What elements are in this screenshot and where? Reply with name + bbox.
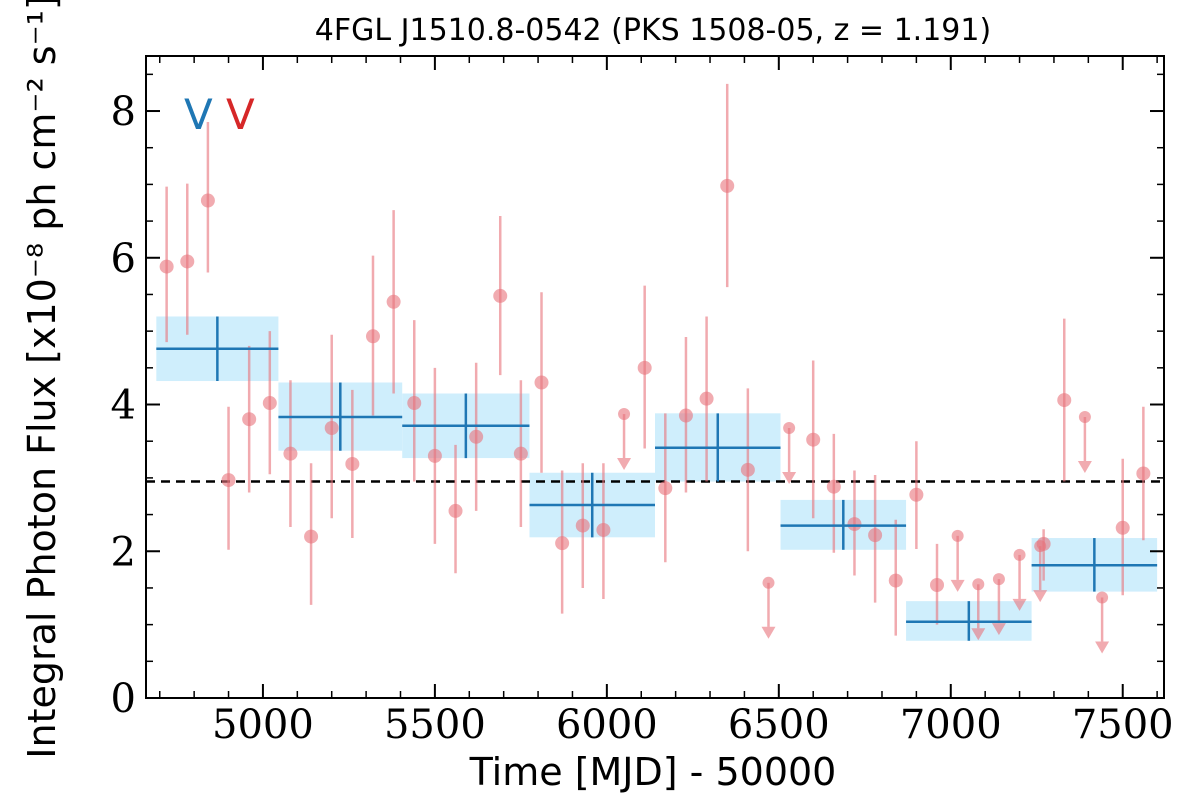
x-tick-label-5: 7500 <box>1072 702 1174 748</box>
upper-limit-point-7 <box>1034 540 1047 553</box>
upper-limit-arrow-6 <box>1012 598 1027 611</box>
upper-limit-point-5 <box>992 573 1005 586</box>
y-tick-label-1: 2 <box>111 529 136 575</box>
fine-point-11 <box>386 294 401 309</box>
upper-limit-arrow-0 <box>617 458 632 471</box>
fine-point-15 <box>469 429 484 444</box>
fine-point-24 <box>678 408 693 423</box>
x-tick-label-1: 5500 <box>384 702 486 748</box>
x-tick-label-3: 6500 <box>728 702 830 748</box>
upper-limit-arrow-5 <box>991 623 1006 636</box>
upper-limit-point-2 <box>783 421 796 434</box>
y-tick-label-2: 4 <box>111 383 136 429</box>
fine-point-1 <box>180 254 195 269</box>
fine-point-36 <box>1057 393 1072 408</box>
upper-limit-point-3 <box>951 529 964 542</box>
upper-limit-arrow-9 <box>1095 641 1110 654</box>
fine-point-28 <box>806 432 821 447</box>
fine-point-9 <box>345 456 360 471</box>
fine-point-17 <box>513 446 528 461</box>
fine-point-0 <box>159 259 174 274</box>
legend-marker-blue: V <box>184 90 213 139</box>
fine-point-20 <box>575 518 590 533</box>
upper-limit-point-1 <box>762 576 775 589</box>
fine-point-14 <box>448 503 463 518</box>
upper-limit-point-8 <box>1078 410 1091 423</box>
fine-point-7 <box>304 529 319 544</box>
fine-point-6 <box>283 446 298 461</box>
fine-point-23 <box>637 360 652 375</box>
fine-point-31 <box>868 528 883 543</box>
fine-point-21 <box>596 522 611 537</box>
upper-limit-arrow-8 <box>1077 460 1092 473</box>
fine-point-34 <box>930 578 945 593</box>
upper-limit-point-9 <box>1096 591 1109 604</box>
fine-point-8 <box>324 420 339 435</box>
x-axis-title: Time [MJD] - 50000 <box>469 750 837 794</box>
upper-limit-point-0 <box>618 408 631 421</box>
y-tick-label-0: 0 <box>111 676 136 722</box>
fine-point-2 <box>200 193 215 208</box>
fine-point-19 <box>555 536 570 551</box>
fine-point-30 <box>847 517 862 532</box>
x-tick-label-2: 6000 <box>556 702 658 748</box>
fine-point-26 <box>720 178 735 193</box>
upper-limit-arrow-7 <box>1033 590 1048 603</box>
fine-point-33 <box>909 487 924 502</box>
axis-ticks: 5000 5500 6000 6500 7000 7500 0 2 4 6 8 <box>111 56 1174 748</box>
y-tick-label-4: 8 <box>111 89 136 135</box>
upper-limit-point-6 <box>1013 548 1026 561</box>
fine-point-37 <box>1115 520 1130 535</box>
fine-point-29 <box>826 479 841 494</box>
chart-title: 4FGL J1510.8-0542 (PKS 1508-05, z = 1.19… <box>315 13 991 48</box>
fine-point-25 <box>699 391 714 406</box>
fine-point-38 <box>1136 466 1151 481</box>
fine-point-13 <box>427 448 442 463</box>
fine-point-10 <box>365 329 380 344</box>
fine-point-4 <box>242 412 257 427</box>
x-tick-label-0: 5000 <box>212 702 314 748</box>
upper-limit-arrow-1 <box>761 626 776 639</box>
x-tick-label-4: 7000 <box>900 702 1002 748</box>
upper-limit-arrow-4 <box>971 628 986 641</box>
upper-limit-arrow-3 <box>950 579 965 592</box>
fine-point-3 <box>221 473 236 488</box>
y-axis-title: Integral Photon Flux [x10⁻⁸ ph cm⁻² s⁻¹] <box>20 0 64 759</box>
fine-point-32 <box>888 573 903 588</box>
fine-point-18 <box>534 375 549 390</box>
y-tick-label-3: 6 <box>111 236 136 282</box>
upper-limit-point-4 <box>972 578 985 591</box>
plot-area <box>146 83 1164 654</box>
plot-frame <box>145 55 1165 699</box>
fine-point-22 <box>658 481 673 496</box>
fine-point-5 <box>262 396 277 411</box>
fine-point-27 <box>740 462 755 477</box>
upper-limit-arrow-2 <box>782 471 797 484</box>
fine-point-16 <box>493 288 508 303</box>
legend-marker-red: V <box>226 90 255 139</box>
fine-point-12 <box>407 396 422 411</box>
